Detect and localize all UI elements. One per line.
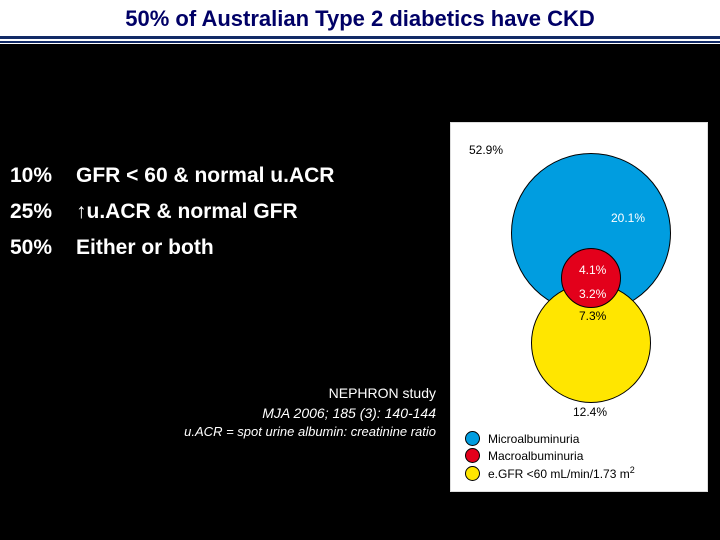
up-arrow-icon: ↑ (76, 200, 87, 223)
title-underline (0, 36, 720, 44)
venn-panel: 52.9% 20.1% 4.1% 3.2% 7.3% 12.4% Microalbumin… (450, 122, 708, 492)
venn-diagram: 52.9%20.1%4.1%3.2%7.3%12.4% (451, 123, 707, 403)
legend-label: e.GFR <60 mL/min/1.73 m2 (488, 465, 635, 481)
venn-label-yellow-blue: 7.3% (579, 309, 606, 323)
bullet-pct: 25% (10, 200, 62, 224)
left-column: 10% GFR < 60 & normal u.ACR 25% ↑u.ACR &… (0, 44, 450, 529)
venn-label-yellow: 12.4% (573, 405, 607, 419)
legend-swatch-icon (465, 466, 480, 481)
page-title: 50% of Australian Type 2 diabetics have … (0, 6, 720, 32)
bullet-pct: 10% (10, 164, 62, 188)
bullet-text: GFR < 60 & normal u.ACR (76, 164, 334, 188)
legend-label: Microalbuminuria (488, 432, 579, 446)
venn-label-red: 4.1% (579, 263, 606, 277)
venn-label-blue: 20.1% (611, 211, 645, 225)
legend-row: e.GFR <60 mL/min/1.73 m2 (465, 465, 635, 481)
bullet-pct: 50% (10, 236, 62, 260)
title-bar: 50% of Australian Type 2 diabetics have … (0, 0, 720, 36)
legend-label: Macroalbuminuria (488, 449, 583, 463)
legend-row: Macroalbuminuria (465, 448, 635, 463)
bullet-text: ↑u.ACR & normal GFR (76, 200, 298, 224)
citation-journal: MJA 2006; 185 (3): 140-144 (184, 404, 436, 424)
citation-study: NEPHRON study (184, 384, 436, 404)
legend-swatch-icon (465, 431, 480, 446)
venn-label-red-yellow: 3.2% (579, 287, 606, 301)
content-area: 10% GFR < 60 & normal u.ACR 25% ↑u.ACR &… (0, 44, 720, 529)
citation-note: u.ACR = spot urine albumin: creatinine r… (184, 423, 436, 441)
legend-row: Microalbuminuria (465, 431, 635, 446)
citation-block: NEPHRON study MJA 2006; 185 (3): 140-144… (184, 384, 436, 441)
bullet-row: 10% GFR < 60 & normal u.ACR (10, 164, 440, 188)
bullet-row: 50% Either or both (10, 236, 440, 260)
legend: Microalbuminuria Macroalbuminuria e.GFR <6… (465, 431, 635, 483)
legend-swatch-icon (465, 448, 480, 463)
venn-label-outside: 52.9% (469, 143, 503, 157)
bullet-row: 25% ↑u.ACR & normal GFR (10, 200, 440, 224)
bullet-text: Either or both (76, 236, 214, 260)
